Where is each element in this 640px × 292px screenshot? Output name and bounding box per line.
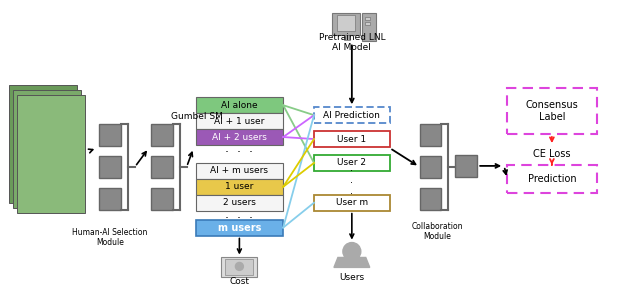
Bar (337, 15, 355, 31)
Bar (420, 124, 442, 146)
Bar (420, 188, 442, 210)
Text: AI + m users: AI + m users (211, 166, 268, 175)
Bar (365, 22, 370, 25)
Text: AI + 1 user: AI + 1 user (214, 117, 264, 126)
Text: 2 users: 2 users (223, 198, 256, 207)
Circle shape (343, 243, 361, 260)
Bar (196, 220, 283, 236)
Text: m users: m users (218, 223, 261, 233)
Bar (314, 155, 390, 171)
Text: ·  ·  ·: · · · (225, 212, 253, 225)
Bar (196, 179, 283, 195)
Text: AI Prediction: AI Prediction (323, 111, 380, 120)
Text: Collaboration
Module: Collaboration Module (412, 222, 463, 241)
Bar (99, 188, 121, 210)
Bar (99, 124, 121, 146)
Bar (225, 260, 253, 275)
Bar (420, 156, 442, 178)
Bar (362, 13, 376, 41)
Bar (196, 163, 283, 179)
Bar (221, 258, 257, 277)
Text: Human-AI Selection
Module: Human-AI Selection Module (72, 228, 148, 247)
Text: 1 user: 1 user (225, 182, 253, 191)
Text: Gumbel SM: Gumbel SM (171, 112, 223, 121)
Bar (344, 34, 350, 39)
Text: AI alone: AI alone (221, 101, 258, 110)
Bar (17, 95, 85, 213)
Text: User 2: User 2 (337, 159, 366, 167)
Bar (365, 17, 370, 20)
Text: Consensus
Label: Consensus Label (525, 100, 579, 122)
Bar (507, 88, 596, 134)
Bar (507, 165, 596, 193)
Bar (332, 13, 360, 34)
Text: Users: Users (339, 273, 364, 282)
Polygon shape (334, 258, 370, 267)
Bar (151, 124, 173, 146)
Bar (314, 107, 390, 123)
Bar (314, 195, 390, 211)
Bar (196, 129, 283, 145)
Bar (99, 156, 121, 178)
Bar (13, 90, 81, 208)
Bar (455, 155, 477, 177)
Text: User 1: User 1 (337, 135, 367, 144)
Bar (314, 131, 390, 147)
Text: Prediction: Prediction (527, 174, 576, 184)
Text: ·  ·  ·: · · · (225, 147, 253, 159)
Bar (196, 113, 283, 129)
Text: Pretrained LNL
AI Model: Pretrained LNL AI Model (319, 33, 385, 52)
Text: Cost: Cost (229, 277, 250, 286)
Text: ·
·
·: · · · (350, 166, 353, 199)
Text: User m: User m (336, 198, 368, 207)
Bar (196, 97, 283, 113)
Text: AI + 2 users: AI + 2 users (212, 133, 267, 142)
Text: CE Loss: CE Loss (533, 149, 571, 159)
Bar (10, 85, 77, 203)
Bar (151, 156, 173, 178)
Bar (196, 195, 283, 211)
Circle shape (236, 263, 243, 270)
Bar (151, 188, 173, 210)
